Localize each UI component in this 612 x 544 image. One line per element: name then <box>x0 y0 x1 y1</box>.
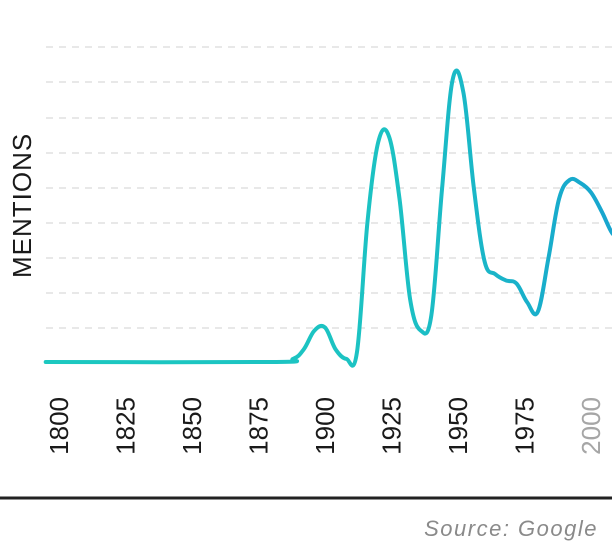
x-axis-ticks: 1800 1825 1850 1875 1900 1925 1950 1975 2000 <box>44 397 606 455</box>
x-tick-label: 1875 <box>244 397 274 455</box>
x-tick-label: 1825 <box>111 397 141 455</box>
gridlines <box>46 46 612 329</box>
y-axis-label: MENTIONS <box>7 133 37 278</box>
x-tick-label: 1900 <box>310 397 340 455</box>
x-tick-label: 1800 <box>44 397 74 455</box>
source-note: Source: Google <box>424 516 598 541</box>
x-tick-label: 1975 <box>510 397 540 455</box>
x-tick-label: 1850 <box>177 397 207 455</box>
x-tick-label: 1925 <box>377 397 407 455</box>
x-tick-label: 2000 <box>576 397 606 455</box>
series-line <box>43 68 612 368</box>
x-tick-label: 1950 <box>443 397 473 455</box>
